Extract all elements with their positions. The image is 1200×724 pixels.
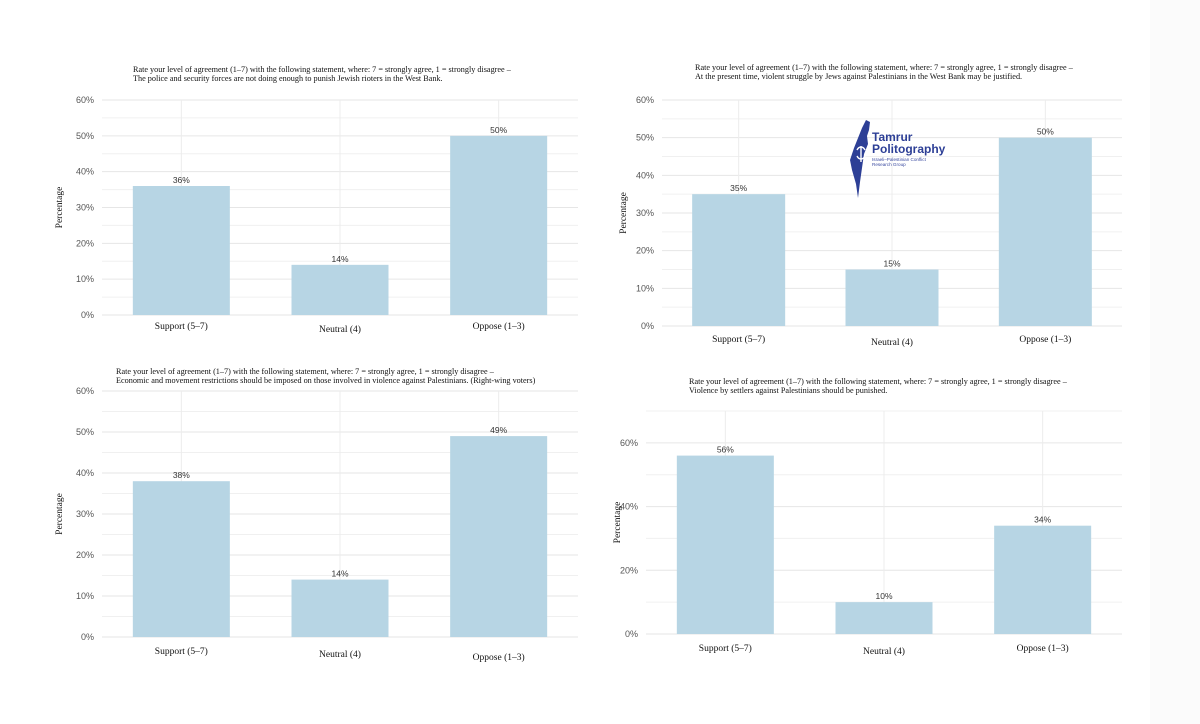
x-category-label: Support (5–7)	[155, 646, 208, 657]
y-tick-label: 10%	[76, 591, 94, 601]
bar-1	[132, 481, 230, 637]
chart-title: Rate your level of agreement (1–7) with …	[695, 63, 1074, 72]
bar-2	[291, 579, 389, 637]
chart-title: Rate your level of agreement (1–7) with …	[133, 65, 512, 74]
y-tick-label: 10%	[636, 283, 654, 293]
bar-3	[450, 135, 548, 315]
chart-police-punish: Rate your level of agreement (1–7) with …	[55, 65, 578, 335]
chart-settler-violence: Rate your level of agreement (1–7) with …	[613, 377, 1122, 657]
y-tick-label: 0%	[81, 632, 94, 642]
bar-value-label: 35%	[730, 183, 747, 193]
y-tick-label: 20%	[76, 238, 94, 248]
y-tick-label: 40%	[636, 170, 654, 180]
x-category-label: Neutral (4)	[863, 646, 905, 657]
chart-subtitle: The police and security forces are not d…	[133, 74, 443, 83]
x-category-label: Neutral (4)	[319, 649, 361, 660]
logo-name-line2: Politography	[872, 142, 946, 156]
y-axis-label: Percentage	[55, 493, 65, 535]
y-tick-label: 60%	[76, 95, 94, 105]
chart-panel-2: Rate your level of agreement (1–7) with …	[600, 0, 1150, 362]
y-tick-label: 40%	[620, 502, 638, 512]
page-edge	[1150, 0, 1200, 724]
x-category-label: Support (5–7)	[712, 334, 765, 345]
chart-panel-1: Rate your level of agreement (1–7) with …	[0, 0, 600, 362]
bar-1	[132, 186, 230, 315]
bar-value-label: 10%	[875, 591, 892, 601]
logo-subtitle: Israeli–Palestinian Conflict Research Gr…	[872, 157, 926, 168]
chart-restrictions: Rate your level of agreement (1–7) with …	[55, 367, 578, 663]
chart-subtitle: Violence by settlers against Palestinian…	[689, 386, 887, 395]
logo-name-line1: Tamrur	[872, 130, 913, 144]
chart-title: Rate your level of agreement (1–7) with …	[689, 377, 1068, 386]
chart-panel-3: Rate your level of agreement (1–7) with …	[0, 362, 600, 724]
y-tick-label: 40%	[76, 468, 94, 478]
x-category-label: Neutral (4)	[319, 324, 361, 335]
x-category-label: Oppose (1–3)	[1019, 334, 1071, 345]
bar-2	[835, 602, 933, 634]
bar-value-label: 50%	[1037, 127, 1054, 137]
bar-value-label: 14%	[331, 254, 348, 264]
y-tick-label: 40%	[76, 167, 94, 177]
y-tick-label: 0%	[81, 310, 94, 320]
bar-2	[845, 269, 939, 326]
bar-value-label: 49%	[490, 425, 507, 435]
chart-panel-4: Rate your level of agreement (1–7) with …	[600, 362, 1150, 724]
x-category-label: Neutral (4)	[871, 337, 913, 348]
y-tick-label: 0%	[625, 629, 638, 639]
bar-value-label: 38%	[173, 470, 190, 480]
chart-subtitle: Economic and movement restrictions shoul…	[116, 376, 536, 385]
bar-value-label: 36%	[173, 175, 190, 185]
tamrur-logo: Tamrur Politography Israeli–Palestinian …	[848, 118, 948, 202]
bar-value-label: 34%	[1034, 515, 1051, 525]
bar-1	[676, 455, 774, 634]
bar-3	[450, 436, 548, 637]
y-tick-label: 30%	[76, 203, 94, 213]
bar-value-label: 15%	[883, 259, 900, 269]
y-tick-label: 50%	[76, 131, 94, 141]
y-tick-label: 60%	[76, 386, 94, 396]
y-axis-label: Percentage	[55, 187, 65, 229]
chart-violent-struggle: Rate your level of agreement (1–7) with …	[619, 63, 1122, 348]
israel-map-logo-icon	[850, 120, 870, 198]
y-tick-label: 50%	[636, 133, 654, 143]
bar-value-label: 14%	[331, 569, 348, 579]
y-axis-label: Percentage	[619, 192, 629, 234]
y-tick-label: 60%	[636, 95, 654, 105]
y-tick-label: 30%	[636, 208, 654, 218]
bar-3	[998, 137, 1092, 326]
y-tick-label: 50%	[76, 427, 94, 437]
y-tick-label: 60%	[620, 438, 638, 448]
x-category-label: Oppose (1–3)	[473, 321, 525, 332]
bar-2	[291, 264, 389, 315]
y-tick-label: 0%	[641, 321, 654, 331]
chart-subtitle: At the present time, violent struggle by…	[695, 72, 1022, 81]
x-category-label: Support (5–7)	[699, 643, 752, 654]
y-axis-label: Percentage	[613, 502, 623, 544]
y-tick-label: 10%	[76, 274, 94, 284]
y-tick-label: 20%	[636, 246, 654, 256]
x-category-label: Support (5–7)	[155, 321, 208, 332]
bar-3	[994, 525, 1092, 634]
bar-value-label: 56%	[717, 445, 734, 455]
x-category-label: Oppose (1–3)	[1017, 643, 1069, 654]
bar-value-label: 50%	[490, 125, 507, 135]
y-tick-label: 20%	[620, 565, 638, 575]
chart-title: Rate your level of agreement (1–7) with …	[116, 367, 495, 376]
y-tick-label: 30%	[76, 509, 94, 519]
logo-text: Tamrur Politography Israeli–Palestinian …	[872, 131, 945, 168]
x-category-label: Oppose (1–3)	[473, 652, 525, 663]
y-tick-label: 20%	[76, 550, 94, 560]
bar-1	[692, 194, 786, 326]
